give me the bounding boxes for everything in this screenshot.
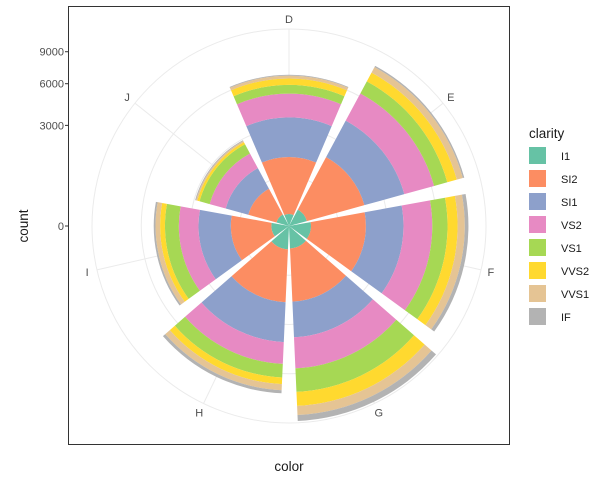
bar-g-si1 <box>292 275 373 338</box>
legend-key-vvs2 <box>529 262 546 279</box>
bar-f-si2 <box>306 212 366 272</box>
bar-e-vs1 <box>360 81 448 186</box>
bar-i-vvs1 <box>155 202 185 305</box>
legend-label-si2: SI2 <box>561 174 578 186</box>
x-axis-title: color <box>274 459 304 474</box>
bar-i-si2 <box>230 215 275 261</box>
bars <box>153 65 469 422</box>
bar-d-vs1 <box>233 84 345 105</box>
legend-label-if: IF <box>561 312 571 324</box>
count-tick-3000: 3000 <box>40 120 64 132</box>
bar-e-vs2 <box>345 93 435 195</box>
bar-d-vvs1 <box>229 75 349 91</box>
bar-f-vvs2 <box>417 195 458 326</box>
bar-i-vs2 <box>178 206 216 291</box>
color-label-j: J <box>124 92 130 104</box>
count-axis-ticks: 0 3000 6000 9000 <box>40 47 68 233</box>
count-tick-6000: 6000 <box>40 79 64 91</box>
bar-e-si2 <box>297 157 365 222</box>
count-tick-0: 0 <box>58 221 64 233</box>
bar-j-vs2 <box>209 153 258 209</box>
color-label-i: I <box>86 267 89 279</box>
bar-d-i1 <box>284 214 294 226</box>
bar-e-si1 <box>326 120 405 206</box>
bar-d-vvs2 <box>231 78 347 97</box>
bar-g-vvs2 <box>296 335 425 406</box>
bar-h-vvs1 <box>165 330 282 391</box>
legend-key-si2 <box>529 170 546 187</box>
bar-i-i1 <box>271 222 289 237</box>
legend-label-vvs1: VVS1 <box>561 289 589 301</box>
bar-g-si2 <box>290 240 347 302</box>
bar-e-vvs1 <box>371 67 463 180</box>
bar-f-i1 <box>289 222 311 239</box>
bar-g-i1 <box>289 226 306 249</box>
legend-key-if <box>529 308 546 325</box>
legend-label-vs1: VS1 <box>561 243 582 255</box>
bar-f-vvs1 <box>425 194 465 330</box>
legend: clarity I1 SI2 SI1 VS2 VS1 VVS2 VVS1 IF <box>529 126 589 325</box>
color-label-f: F <box>487 267 494 279</box>
bar-h-vs1 <box>174 316 283 378</box>
bar-d-si1 <box>246 117 332 163</box>
bar-e-i1 <box>289 209 307 226</box>
bar-j-si1 <box>225 168 269 215</box>
bar-f-if <box>431 193 469 332</box>
legend-title: clarity <box>529 126 565 141</box>
bar-j-vs1 <box>199 144 250 205</box>
bar-g-vs1 <box>295 319 415 392</box>
bar-g-vvs1 <box>297 344 432 416</box>
legend-key-si1 <box>529 193 546 210</box>
bar-f-si1 <box>351 205 404 294</box>
legend-label-i1: I1 <box>561 151 570 163</box>
bar-j-i1 <box>276 214 289 226</box>
bar-i-si1 <box>198 209 242 280</box>
color-label-h: H <box>195 408 203 420</box>
color-label-g: G <box>375 408 384 420</box>
bar-g-if <box>297 350 437 422</box>
legend-key-vvs1 <box>529 285 546 302</box>
bar-f-vs2 <box>381 200 433 311</box>
legend-label-si1: SI1 <box>561 197 578 209</box>
legend-label-vvs2: VVS2 <box>561 266 589 278</box>
color-label-d: D <box>285 14 293 26</box>
bar-e-vvs2 <box>366 72 457 183</box>
bar-i-vs1 <box>164 203 200 299</box>
legend-key-vs2 <box>529 216 546 233</box>
legend-key-vs1 <box>529 239 546 256</box>
count-tick-9000: 9000 <box>40 47 64 59</box>
legend-key-i1 <box>529 147 546 164</box>
bar-j-si2 <box>248 188 283 223</box>
bar-g-vs2 <box>293 299 397 369</box>
bar-h-vs2 <box>185 302 284 364</box>
bar-f-vs1 <box>404 197 448 320</box>
bar-i-vvs2 <box>160 202 189 302</box>
color-label-e: E <box>447 92 454 104</box>
bar-d-si2 <box>261 156 317 216</box>
bar-h-vvs2 <box>169 325 283 385</box>
y-axis-title: count <box>16 209 31 242</box>
legend-label-vs2: VS2 <box>561 220 582 232</box>
bar-d-if <box>229 74 349 88</box>
bar-h-si1 <box>201 276 286 343</box>
bar-h-i1 <box>271 226 289 250</box>
color-axis-labels: D E F G H I J <box>86 14 495 420</box>
bar-h-si2 <box>231 241 288 303</box>
bar-d-vs2 <box>236 93 342 127</box>
bar-i-if <box>153 201 182 306</box>
